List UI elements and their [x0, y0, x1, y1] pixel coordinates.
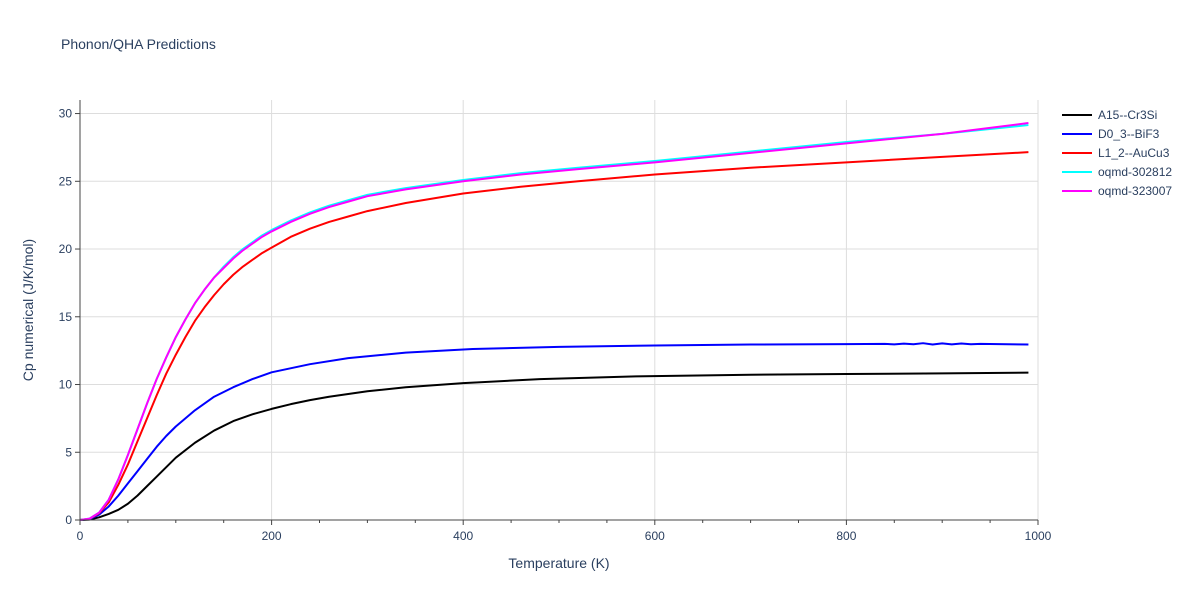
chart-title: Phonon/QHA Predictions: [61, 36, 216, 52]
legend-label: oqmd-302812: [1098, 165, 1172, 179]
series-layer: [79, 122, 1029, 521]
y-tick-label: 30: [59, 107, 73, 121]
y-tick-label: 10: [59, 378, 73, 392]
axis-lines: [79, 100, 1038, 521]
legend-label: L1_2--AuCu3: [1098, 146, 1170, 160]
x-tick-label: 600: [645, 529, 665, 543]
y-axis-ticks: 0 5 10 15 20 25 30: [59, 107, 80, 527]
series-line-A15--Cr3Si[interactable]: [79, 371, 1029, 521]
legend-item[interactable]: oqmd-323007: [1062, 184, 1172, 198]
legend-item[interactable]: oqmd-302812: [1062, 165, 1172, 179]
x-tick-label: 0: [77, 529, 84, 543]
legend-item[interactable]: L1_2--AuCu3: [1062, 146, 1170, 160]
y-tick-label: 5: [65, 445, 72, 459]
y-tick-label: 0: [65, 513, 72, 527]
legend: A15--Cr3Si D0_3--BiF3 L1_2--AuCu3 oqmd-3028…: [1062, 108, 1172, 198]
x-tick-label: 800: [836, 529, 856, 543]
y-tick-label: 15: [59, 310, 73, 324]
legend-label: oqmd-323007: [1098, 184, 1172, 198]
series-line-L1_2--AuCu3[interactable]: [79, 151, 1029, 521]
x-tick-label: 1000: [1025, 529, 1052, 543]
legend-label: D0_3--BiF3: [1098, 127, 1160, 141]
gridlines: [80, 100, 1039, 520]
legend-label: A15--Cr3Si: [1098, 108, 1157, 122]
legend-item[interactable]: A15--Cr3Si: [1062, 108, 1157, 122]
y-tick-label: 20: [59, 242, 73, 256]
series-line-D0_3--BiF3[interactable]: [79, 342, 1029, 521]
x-axis-ticks: 0 200 400 600 800 1000: [77, 520, 1052, 543]
series-line-oqmd-323007[interactable]: [79, 122, 1029, 521]
x-tick-label: 400: [453, 529, 473, 543]
y-tick-label: 25: [59, 174, 73, 188]
y-axis-title: Cp numerical (J/K/mol): [20, 239, 36, 381]
legend-item[interactable]: D0_3--BiF3: [1062, 127, 1160, 141]
x-axis-title: Temperature (K): [508, 555, 609, 571]
x-tick-label: 200: [262, 529, 282, 543]
